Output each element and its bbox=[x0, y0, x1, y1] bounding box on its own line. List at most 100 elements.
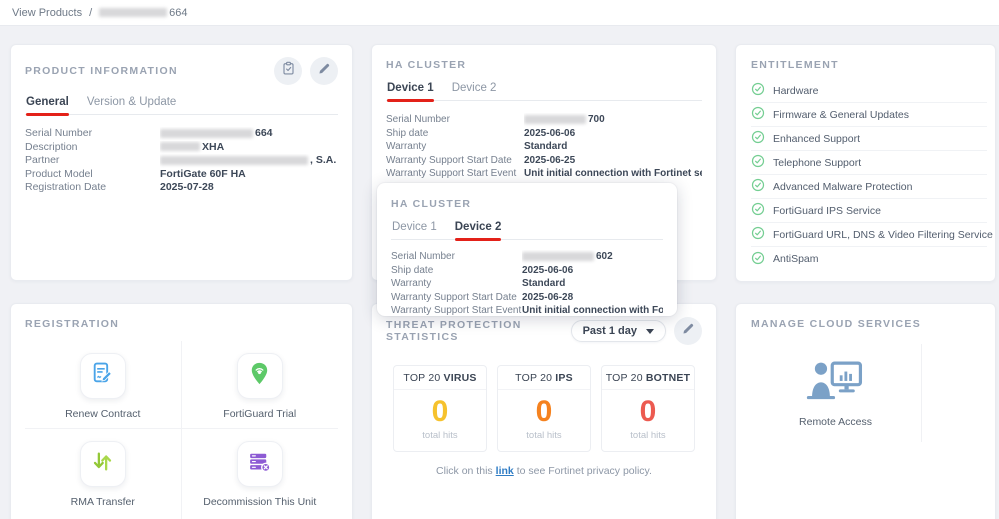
entitlement-label: FortiGuard IPS Service bbox=[773, 204, 881, 217]
ha-device1-fields: Serial Number 700 Ship date 2025-06-06 W… bbox=[386, 113, 702, 181]
remote-access-action[interactable]: Remote Access bbox=[750, 344, 922, 442]
top20-ips-box: TOP 20 IPS 0 total hits bbox=[497, 365, 591, 452]
chevron-down-icon bbox=[646, 328, 654, 334]
field-row: Description XHA bbox=[25, 141, 338, 155]
field-row: Product Model FortiGate 60F HA bbox=[25, 168, 338, 182]
stat-unit: total hits bbox=[630, 430, 666, 441]
field-label: Registration Date bbox=[25, 181, 107, 194]
field-value: 2025-06-06 bbox=[524, 127, 576, 139]
check-circle-icon bbox=[751, 251, 765, 268]
document-edit-icon bbox=[90, 361, 115, 391]
field-row: Warranty Standard bbox=[391, 277, 663, 291]
stat-value: 0 bbox=[639, 395, 657, 428]
action-label: Decommission This Unit bbox=[203, 496, 317, 508]
entitlement-list: Hardware Firmware & General Updates Enha… bbox=[751, 79, 993, 271]
stat-heading: TOP 20 IPS bbox=[498, 366, 590, 390]
entitlement-label: AntiSpam bbox=[773, 253, 819, 265]
product-information-title: PRODUCT INFORMATION bbox=[25, 65, 178, 77]
tab-device-2[interactable]: Device 2 bbox=[454, 221, 501, 241]
entitlement-item: Hardware bbox=[751, 79, 987, 103]
decommission-unit-action[interactable]: Decommission This Unit bbox=[182, 429, 339, 519]
entitlement-title: ENTITLEMENT bbox=[751, 59, 839, 71]
field-value: Unit initial connection with Fortinet se… bbox=[522, 305, 663, 316]
field-row: Warranty Support Start Event Unit initia… bbox=[386, 167, 702, 181]
redacted-text bbox=[160, 128, 253, 138]
fortiguard-trial-action[interactable]: FortiGuard Trial bbox=[181, 341, 338, 429]
field-value: 700 bbox=[524, 113, 605, 127]
privacy-text: to see Fortinet privacy policy. bbox=[516, 465, 652, 477]
field-row: Warranty Support Start Event Unit initia… bbox=[391, 304, 663, 316]
registration-grid: Renew Contract FortiGuard Trial bbox=[25, 341, 338, 519]
tab-version-update[interactable]: Version & Update bbox=[86, 96, 177, 108]
entitlement-card: ENTITLEMENT Hardware Firmware & General … bbox=[735, 44, 996, 282]
redacted-text bbox=[522, 251, 594, 261]
field-row: Ship date 2025-06-06 bbox=[391, 264, 663, 278]
time-range-dropdown[interactable]: Past 1 day bbox=[570, 320, 666, 342]
action-label: RMA Transfer bbox=[70, 496, 135, 508]
tab-device-1[interactable]: Device 1 bbox=[392, 221, 437, 233]
field-row: Serial Number 602 bbox=[391, 250, 663, 264]
check-circle-icon bbox=[751, 202, 765, 219]
stat-unit: total hits bbox=[422, 430, 458, 441]
entitlement-label: Hardware bbox=[773, 84, 819, 97]
breadcrumb-separator: / bbox=[89, 6, 93, 19]
tab-general[interactable]: General bbox=[26, 96, 69, 116]
top20-botnet-box: TOP 20 BOTNET 0 total hits bbox=[601, 365, 695, 452]
product-information-card: PRODUCT INFORMATION General Version & Up… bbox=[10, 44, 353, 281]
field-label: Partner bbox=[25, 154, 60, 167]
action-label: Remote Access bbox=[799, 416, 872, 428]
redacted-serial bbox=[99, 8, 168, 17]
field-row: Serial Number 664 bbox=[25, 127, 338, 141]
field-row: Partner , S.A. bbox=[25, 154, 338, 168]
breadcrumb-serial-suffix: 664 bbox=[169, 6, 188, 19]
time-range-value: Past 1 day bbox=[582, 325, 637, 337]
ha-cluster-device2-popover: HA CLUSTER Device 1 Device 2 Serial Numb… bbox=[377, 183, 677, 316]
entitlement-label: Enhanced Support bbox=[773, 132, 860, 145]
transfer-arrows-icon bbox=[90, 449, 115, 479]
pencil-icon bbox=[681, 322, 695, 341]
breadcrumb-view-products[interactable]: View Products bbox=[12, 6, 83, 19]
tab-device-1[interactable]: Device 1 bbox=[387, 82, 434, 102]
field-label: Warranty Support Start Date bbox=[386, 154, 512, 166]
edit-product-button[interactable] bbox=[310, 57, 338, 85]
field-label: Warranty Support Start Event bbox=[386, 168, 517, 180]
product-info-tabs: General Version & Update bbox=[25, 96, 338, 116]
entitlement-label: Advanced Malware Protection bbox=[773, 180, 913, 193]
field-label: Serial Number bbox=[25, 127, 93, 139]
field-row: Warranty Standard bbox=[386, 140, 702, 154]
manage-cloud-services-title: MANAGE CLOUD SERVICES bbox=[751, 318, 922, 330]
tab-device-2[interactable]: Device 2 bbox=[451, 82, 497, 94]
entitlement-label: FortiGuard URL, DNS & Video Filtering Se… bbox=[773, 228, 993, 241]
field-value: 2025-06-06 bbox=[522, 264, 574, 276]
edit-statistics-button[interactable] bbox=[674, 317, 702, 345]
pencil-icon bbox=[317, 62, 331, 81]
privacy-notice: Click on this link to see Fortinet privacy… bbox=[372, 465, 716, 477]
check-circle-icon bbox=[751, 178, 765, 195]
location-pin-wifi-icon bbox=[247, 361, 272, 391]
rma-transfer-action[interactable]: RMA Transfer bbox=[25, 429, 182, 519]
check-circle-icon bbox=[751, 82, 765, 99]
redacted-text bbox=[160, 155, 308, 165]
check-circle-icon bbox=[751, 226, 765, 243]
entitlement-item: Advanced Malware Protection bbox=[751, 175, 987, 199]
renew-contract-action[interactable]: Renew Contract bbox=[25, 341, 182, 429]
privacy-policy-link[interactable]: link bbox=[495, 465, 514, 477]
field-row: Warranty Support Start Date 2025-06-28 bbox=[391, 291, 663, 305]
field-label: Warranty Support Start Date bbox=[391, 291, 517, 303]
registration-title: REGISTRATION bbox=[25, 318, 120, 330]
entitlement-item: FortiGuard IPS Service bbox=[751, 199, 987, 223]
manage-cloud-services-card: MANAGE CLOUD SERVICES Remote Access bbox=[735, 303, 996, 519]
check-circle-icon bbox=[751, 130, 765, 147]
product-info-fields: Serial Number 664 Description XHA Partne… bbox=[25, 127, 338, 195]
server-remove-icon bbox=[247, 449, 272, 479]
stat-unit: total hits bbox=[526, 430, 562, 441]
registration-card: REGISTRATION Renew Contract bbox=[10, 303, 353, 519]
check-circle-icon bbox=[751, 154, 765, 171]
ha-cluster-tabs: Device 1 Device 2 bbox=[391, 221, 663, 241]
entitlement-item: Enhanced Support bbox=[751, 127, 987, 151]
threat-statistics-title: THREAT PROTECTION STATISTICS bbox=[386, 319, 522, 343]
action-tile bbox=[79, 441, 126, 487]
action-label: FortiGuard Trial bbox=[223, 408, 297, 420]
clipboard-icon bbox=[281, 61, 296, 81]
registration-code-button[interactable] bbox=[274, 57, 302, 85]
